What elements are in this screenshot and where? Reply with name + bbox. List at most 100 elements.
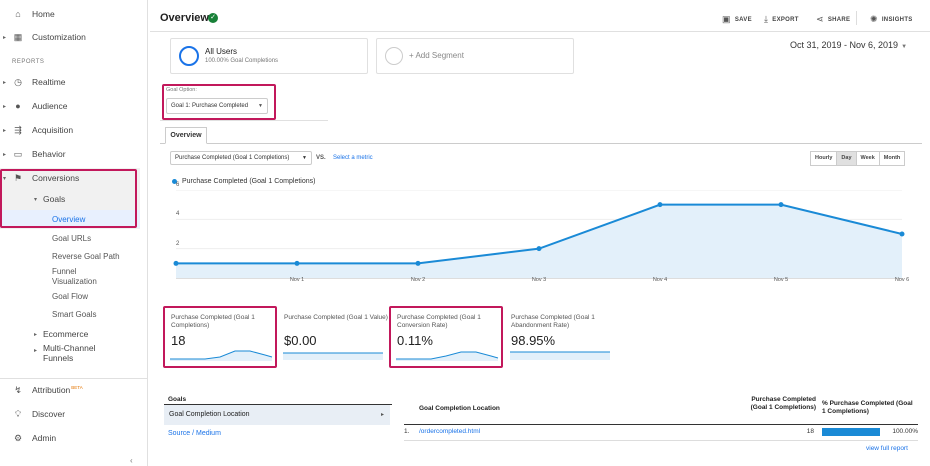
segment-circle-icon (179, 46, 199, 66)
caret-right-icon: ▸ (3, 127, 7, 134)
share-icon: ⋖ (816, 14, 824, 24)
chevron-down-icon: ▼ (258, 103, 263, 109)
sidebar-item-home[interactable]: ⌂ Home (0, 4, 148, 24)
select-metric-link[interactable]: Select a metric (333, 155, 373, 161)
y-tick-label: 4 (176, 211, 180, 218)
sidebar-item-label: Ecommerce (43, 329, 89, 339)
location-link[interactable]: /ordercompleted.html (419, 428, 481, 435)
sidebar-item-ecommerce[interactable]: ▸ Ecommerce (0, 324, 148, 344)
segment-subtitle: 100.00% Goal Completions (205, 58, 279, 64)
save-button[interactable]: ▣ SAVE (722, 14, 752, 25)
add-segment-button[interactable]: + Add Segment (376, 38, 574, 74)
data-point[interactable] (294, 260, 300, 266)
sidebar-divider (0, 378, 148, 379)
hourly-button[interactable]: Hourly (810, 151, 838, 166)
scorecard-abandonment-rate[interactable]: Purchase Completed (Goal 1 Abandonment R… (507, 311, 615, 367)
sidebar-item-label: Acquisition (32, 125, 74, 135)
metric-select[interactable]: Purchase Completed (Goal 1 Completions) … (170, 151, 312, 165)
collapse-sidebar-icon[interactable]: ‹ (130, 456, 133, 465)
sidebar-item-realtime[interactable]: ▸ ◷ Realtime (0, 72, 148, 92)
chevron-down-icon: ▼ (901, 44, 908, 50)
day-button[interactable]: Day (836, 151, 857, 166)
goal-option-select[interactable]: Goal 1: Purchase Completed ▼ (166, 98, 268, 114)
attribution-icon: ↯ (14, 384, 22, 395)
column-header-completions[interactable]: Purchase Completed (Goal 1 Completions) (750, 396, 816, 411)
sidebar-item-attribution[interactable]: ↯ AttributionBETA (0, 380, 148, 400)
sidebar-item-goal-urls[interactable]: Goal URLs (0, 229, 140, 247)
report-header: Overview ✓ ▣ SAVE ⤓ EXPORT ⋖ SHARE ✺ INS… (150, 0, 930, 32)
goal-option-label: Goal Option: (166, 87, 197, 93)
data-point[interactable] (173, 260, 179, 266)
data-point[interactable] (415, 260, 421, 266)
scorecard-completions[interactable]: Purchase Completed (Goal 1 Completions) … (167, 311, 275, 367)
sidebar-item-admin[interactable]: ⚙ Admin (0, 428, 148, 448)
data-point[interactable] (899, 231, 905, 237)
time-granularity-buttons: Hourly Day Week Month (810, 151, 906, 166)
sidebar-item-acquisition[interactable]: ▸ ⇶ Acquisition (0, 120, 148, 140)
scorecard-value-metric[interactable]: Purchase Completed (Goal 1 Value) $0.00 (280, 311, 388, 367)
sidebar-item-discover[interactable]: 💡︎ Discover (0, 404, 148, 424)
empty-circle-icon (385, 47, 403, 65)
data-point[interactable] (657, 202, 663, 208)
scorecard-label: Purchase Completed (Goal 1 Abandonment R… (511, 314, 595, 329)
sidebar-item-multichannel[interactable]: ▸ Multi-Channel Funnels (0, 343, 148, 367)
sidebar-item-goals-overview[interactable]: Overview (0, 210, 140, 228)
section-divider (160, 120, 328, 121)
goals-row-label: Goal Completion Location (169, 411, 250, 418)
view-full-report-link[interactable]: view full report (866, 445, 908, 452)
sidebar-item-label: Smart Goals (52, 309, 97, 319)
share-button[interactable]: ⋖ SHARE (816, 14, 850, 25)
caret-right-icon: ▸ (34, 331, 38, 338)
sidebar-item-conversions[interactable]: ▾ ⚑ Conversions (0, 168, 148, 188)
sidebar-item-label: Discover (32, 409, 66, 419)
tab-underline (160, 143, 922, 144)
export-button[interactable]: ⤓ EXPORT (764, 14, 799, 25)
sidebar-item-label: Audience (32, 101, 68, 111)
sidebar-item-audience[interactable]: ▸ ● Audience (0, 96, 148, 116)
goal-completion-location-option[interactable]: Goal Completion Location ▸ (164, 405, 390, 425)
date-range-picker[interactable]: Oct 31, 2019 - Nov 6, 2019 ▼ (790, 40, 907, 50)
vs-label: VS. (316, 155, 326, 161)
sidebar-item-label: Realtime (32, 77, 66, 87)
week-button[interactable]: Week (855, 151, 880, 166)
insights-label: INSIGHTS (881, 16, 913, 23)
scorecard-conversion-rate[interactable]: Purchase Completed (Goal 1 Conversion Ra… (393, 311, 501, 367)
sidebar-item-label: Multi-Channel Funnels (43, 343, 96, 363)
data-point[interactable] (536, 246, 542, 252)
x-tick-label: Nov 2 (410, 277, 426, 283)
goals-table-rule (164, 404, 392, 405)
home-icon: ⌂ (15, 9, 21, 19)
date-range-text: Oct 31, 2019 - Nov 6, 2019 (790, 40, 899, 50)
source-medium-link[interactable]: Source / Medium (168, 430, 221, 437)
caret-right-icon: ▸ (3, 34, 7, 41)
line-chart (173, 190, 905, 279)
sidebar-item-goals[interactable]: ▾ Goals (0, 189, 148, 209)
export-label: EXPORT (772, 16, 799, 23)
sidebar-item-customization[interactable]: ▸ ▦ Customization (0, 27, 148, 47)
sidebar-item-funnel-visualization[interactable]: Funnel Visualization (0, 267, 110, 289)
sparkline (396, 351, 499, 361)
scorecard-value: $0.00 (284, 333, 317, 348)
x-tick-label: Nov 3 (531, 277, 547, 283)
data-point[interactable] (778, 202, 784, 208)
insights-button[interactable]: ✺ INSIGHTS (870, 14, 913, 25)
sidebar-item-behavior[interactable]: ▸ ▭ Behavior (0, 144, 148, 164)
scorecard-value: 18 (171, 333, 186, 348)
page-title: Overview (160, 12, 209, 24)
y-tick-label: 6 (176, 182, 180, 188)
sidebar-item-smart-goals[interactable]: Smart Goals (0, 305, 140, 323)
sidebar-item-label: Reverse Goal Path (52, 251, 120, 261)
tab-overview[interactable]: Overview (165, 127, 207, 144)
sidebar-item-label: Customization (32, 32, 86, 42)
row-divider (404, 440, 918, 441)
segment-all-users[interactable]: All Users 100.00% Goal Completions (170, 38, 368, 74)
x-tick-label: Nov 4 (652, 277, 668, 283)
column-header-percent[interactable]: % Purchase Completed (Goal 1 Completions… (822, 400, 913, 415)
scorecard-label: Purchase Completed (Goal 1 Conversion Ra… (397, 314, 481, 329)
table-rule (404, 424, 918, 425)
sidebar-item-reverse-goal-path[interactable]: Reverse Goal Path (0, 247, 140, 265)
sidebar-item-goal-flow[interactable]: Goal Flow (0, 287, 140, 305)
column-header-location[interactable]: Goal Completion Location (419, 405, 500, 412)
month-button[interactable]: Month (878, 151, 906, 166)
percent-bar (822, 428, 880, 436)
